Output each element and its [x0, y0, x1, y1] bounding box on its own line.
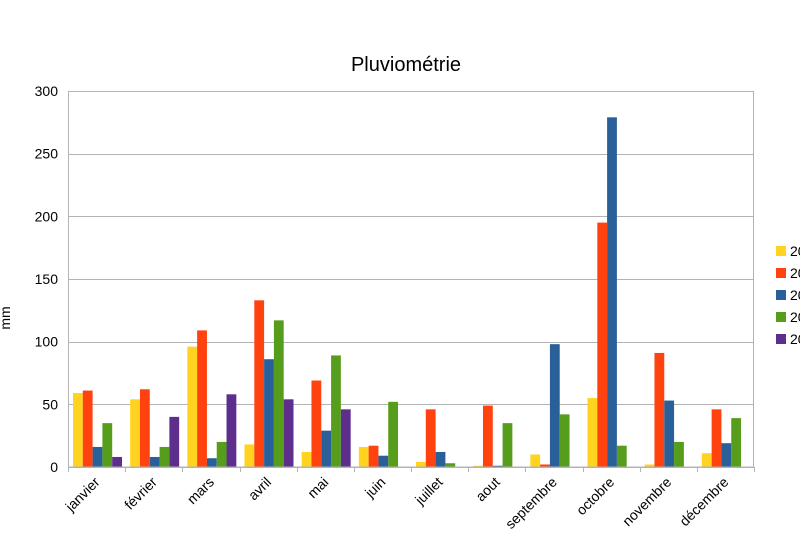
- bar-series2-mars: [197, 330, 207, 467]
- bar-series3-octobre: [607, 117, 617, 467]
- bar-series4-décembre: [731, 418, 742, 467]
- legend-label-4: 20: [790, 309, 800, 325]
- y-tick-label-1: 50: [42, 396, 58, 412]
- bar-series1-janvier: [73, 393, 83, 467]
- bar-series2-décembre: [711, 409, 722, 467]
- bar-series2-avril: [254, 300, 265, 467]
- bar-series2-juin: [368, 445, 379, 467]
- bar-series4-mai: [331, 355, 341, 467]
- bar-series3-mai: [321, 430, 332, 467]
- bar-series3-novembre: [664, 400, 675, 467]
- bar-series3-aout: [492, 465, 503, 467]
- bar-series4-juin: [388, 401, 399, 467]
- bar-series1-mars: [187, 346, 198, 467]
- bar-series1-juin: [358, 446, 369, 467]
- bar-series1-février: [130, 399, 140, 467]
- bar-series2-septembre: [540, 464, 550, 467]
- y-tick-label-2: 100: [35, 334, 59, 350]
- bar-series5-janvier: [112, 456, 122, 467]
- bar-series1-décembre: [701, 453, 712, 467]
- legend-swatch-3: [776, 290, 786, 300]
- y-tick-label-5: 250: [35, 146, 59, 162]
- bar-series1-avril: [244, 444, 255, 467]
- bar-series4-mars: [216, 441, 227, 467]
- legend-label-2: 20: [790, 265, 800, 281]
- bar-series2-juillet: [425, 409, 436, 467]
- legend-swatch-5: [776, 334, 786, 344]
- bar-series3-septembre: [549, 344, 560, 467]
- bar-series3-février: [149, 456, 160, 467]
- bar-series1-novembre: [644, 464, 655, 467]
- bars: [73, 117, 742, 467]
- bar-series2-novembre: [654, 352, 665, 467]
- bar-series5-mai: [340, 409, 351, 467]
- bar-series5-février: [169, 416, 180, 467]
- bar-series3-janvier: [92, 446, 103, 467]
- legend-swatch-2: [776, 268, 786, 278]
- grid: [68, 91, 755, 472]
- legend-label-3: 20: [790, 287, 800, 303]
- y-tick-label-4: 200: [35, 208, 59, 224]
- y-tick-labels: 0 50 100 150 200 250 300: [35, 83, 59, 475]
- bar-series1-mai: [301, 451, 312, 467]
- y-tick-label-6: 300: [35, 83, 59, 99]
- y-tick-label-3: 150: [35, 271, 59, 287]
- bar-series3-juin: [378, 455, 389, 467]
- bar-series1-septembre: [530, 454, 541, 467]
- y-axis-label: mm: [0, 306, 13, 329]
- bar-series1-juillet: [416, 461, 426, 467]
- bar-series3-mars: [206, 458, 217, 467]
- legend-label-5: 20: [790, 331, 800, 347]
- bar-series4-avril: [273, 320, 284, 467]
- bar-series4-octobre: [616, 445, 627, 467]
- bar-series4-septembre: [559, 414, 570, 467]
- y-tick-label-0: 0: [50, 459, 58, 475]
- bar-series1-aout: [473, 465, 483, 467]
- legend-swatch-1: [776, 246, 786, 256]
- chart-title: Pluviométrie: [351, 54, 461, 76]
- bar-series4-aout: [502, 423, 513, 467]
- bar-series5-avril: [283, 399, 294, 467]
- bar-series5-mars: [226, 394, 237, 467]
- bar-series4-juillet: [445, 463, 456, 467]
- bar-series2-mai: [311, 380, 322, 467]
- bar-series4-novembre: [674, 441, 684, 467]
- bar-series3-juillet: [435, 451, 446, 467]
- legend-label-1: 20: [790, 243, 800, 259]
- legend: 20 20 20 20 20: [776, 243, 800, 347]
- bar-series3-avril: [264, 359, 274, 467]
- bar-series1-octobre: [587, 398, 598, 467]
- bar-series3-décembre: [721, 443, 732, 467]
- legend-swatch-4: [776, 312, 786, 322]
- bar-series2-aout: [482, 405, 493, 467]
- bar-series2-février: [139, 389, 150, 467]
- bar-series4-février: [159, 446, 170, 467]
- bar-series2-janvier: [82, 390, 93, 467]
- bar-series2-octobre: [597, 222, 608, 467]
- bar-series4-janvier: [102, 423, 113, 467]
